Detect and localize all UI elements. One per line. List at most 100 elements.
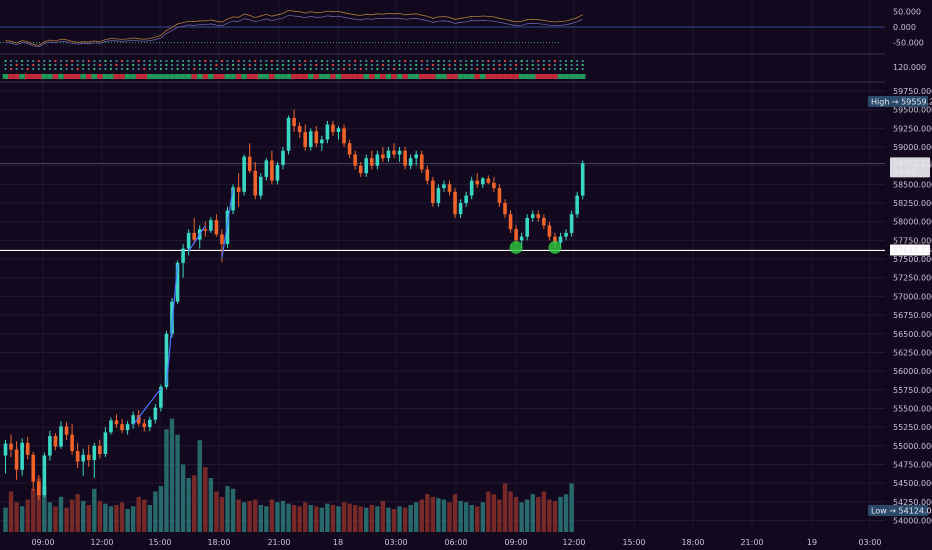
volume-bar: [275, 502, 280, 532]
candle-body: [514, 229, 518, 241]
candle-body: [503, 203, 507, 215]
candle-body: [431, 180, 435, 204]
volume-bar: [386, 507, 391, 532]
strip-dot: [204, 63, 207, 67]
strip-dot: [465, 63, 468, 67]
candle-body: [86, 454, 91, 461]
candle-body: [453, 191, 457, 215]
strip-bar: [24, 74, 31, 79]
volume-bar: [264, 506, 269, 532]
strip-dot: [154, 63, 157, 67]
strip-dot: [32, 59, 35, 63]
strip-bar: [385, 74, 392, 79]
strip-dot: [37, 59, 40, 63]
candle-body: [481, 178, 485, 185]
strip-bar: [119, 74, 125, 79]
strip-dot: [370, 67, 373, 71]
volume-bar: [358, 506, 363, 532]
candle-body: [408, 158, 413, 166]
strip-dot: [387, 59, 390, 63]
strip-dot: [337, 63, 340, 67]
strip-dot: [320, 67, 323, 71]
strip-dot: [381, 63, 384, 67]
candle: [358, 161, 363, 177]
strip-dot: [98, 63, 101, 67]
strip-dot: [365, 63, 368, 67]
candle: [75, 442, 80, 469]
strip-dot: [359, 63, 362, 67]
candle-body: [547, 225, 552, 237]
strip-bar: [363, 74, 369, 79]
strip-bar: [8, 74, 14, 79]
strip-bar: [396, 74, 403, 79]
strip-dot: [87, 67, 90, 71]
volume-bar: [569, 483, 574, 532]
strip-dot: [559, 63, 562, 67]
volume-bar: [164, 429, 169, 532]
volume-bar: [475, 506, 480, 532]
price-tick-label: 59250.000: [893, 124, 932, 133]
strip-dot: [193, 63, 196, 67]
volume-bar: [192, 475, 197, 532]
time-tick-label: 15:00: [148, 538, 171, 547]
strip-dot: [243, 67, 246, 71]
candle-body: [425, 169, 430, 181]
strip-bar: [518, 74, 525, 79]
strip-bar: [196, 74, 203, 79]
strip-dot: [581, 59, 584, 63]
candle: [308, 128, 313, 151]
strip-dot: [104, 63, 107, 67]
candle-body: [247, 156, 252, 171]
strip-dot: [309, 63, 312, 67]
strip-bar: [108, 74, 114, 79]
strip-bar: [180, 74, 186, 79]
strip-dot: [159, 67, 162, 71]
strip-bar: [535, 74, 542, 79]
strip-dot: [404, 67, 407, 71]
volume-bar: [280, 500, 286, 532]
candle-body: [397, 150, 402, 155]
strip-dot: [348, 63, 351, 67]
strip-dot: [82, 59, 85, 63]
strip-dot: [442, 63, 446, 67]
strip-bar: [480, 74, 486, 79]
candle: [530, 210, 535, 222]
strip-bar: [235, 74, 242, 79]
candle: [275, 161, 280, 185]
strip-bar: [579, 74, 586, 79]
strip-dot: [4, 67, 7, 71]
strip-bar: [568, 74, 575, 79]
price-tick-label: 57750.000: [893, 236, 932, 245]
candle-body: [325, 124, 330, 140]
strip-dot: [281, 63, 285, 67]
volume-bar: [380, 500, 386, 532]
strip-dot: [354, 67, 357, 71]
volume-bar: [341, 502, 347, 532]
volume-bar: [180, 464, 186, 532]
volume-bar: [247, 500, 252, 532]
volume-bar: [558, 496, 563, 532]
candle-body: [436, 188, 441, 204]
strip-dot: [248, 59, 251, 63]
candle-body: [114, 420, 119, 425]
strip-bar: [502, 74, 508, 79]
candle: [25, 436, 30, 460]
strip-dot: [159, 63, 162, 67]
strip-dot: [248, 67, 251, 71]
strip-bar: [324, 74, 331, 79]
volume-bar: [64, 507, 69, 532]
price-tick-label: 58250.000: [893, 199, 932, 208]
strip-dot: [526, 63, 529, 67]
strip-bar: [97, 74, 103, 79]
strip-dot: [426, 59, 429, 63]
volume-bar: [480, 502, 485, 532]
candle-body: [242, 156, 246, 192]
candle: [386, 146, 391, 162]
strip-dot: [254, 63, 257, 67]
candle: [575, 191, 579, 218]
strip-dot: [259, 63, 262, 67]
strip-dot: [43, 67, 46, 71]
low-price-tag: Low → 54124.000: [868, 505, 932, 516]
strip-dot: [392, 59, 396, 63]
